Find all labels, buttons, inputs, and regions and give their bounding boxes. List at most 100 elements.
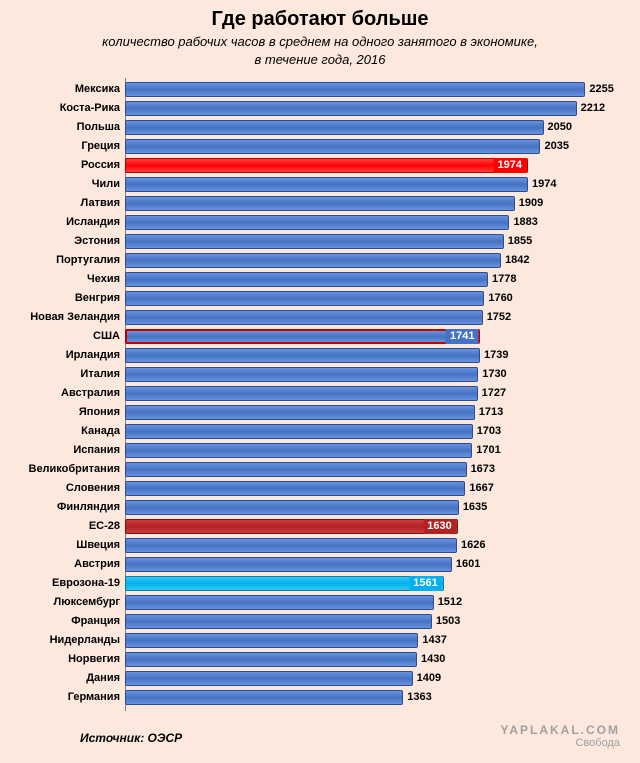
bar-row: Польша 2050 [0, 118, 640, 137]
category-label: Германия [5, 688, 120, 707]
bar [125, 500, 459, 515]
bar-row: Австралия 1727 [0, 384, 640, 403]
category-label: Коста-Рика [5, 99, 120, 118]
bar [125, 291, 484, 306]
bar-row: Италия 1730 [0, 365, 640, 384]
category-label: Норвегия [5, 650, 120, 669]
value-label: 2255 [589, 82, 613, 97]
bar-row: Финляндия1635 [0, 498, 640, 517]
bar [125, 177, 528, 192]
bar [125, 557, 452, 572]
value-label: 1626 [461, 538, 485, 553]
value-label: 2212 [581, 101, 605, 116]
category-label: Греция [5, 137, 120, 156]
bar-row: Нидерланды1437 [0, 631, 640, 650]
value-label: 1503 [436, 614, 460, 629]
category-label: Польша [5, 118, 120, 137]
bar [125, 462, 467, 477]
bar [125, 196, 515, 211]
category-label: Испания [5, 441, 120, 460]
bar [125, 405, 475, 420]
category-label: Дания [5, 669, 120, 688]
bar-row: Япония1713 [0, 403, 640, 422]
category-label: США [5, 327, 120, 346]
category-label: Португалия [5, 251, 120, 270]
bar [125, 253, 501, 268]
category-label: Латвия [5, 194, 120, 213]
value-label: 2035 [544, 139, 568, 154]
watermark-site: YAPLAKAL.COM [500, 724, 620, 737]
bar [125, 481, 465, 496]
value-label: 1778 [492, 272, 516, 287]
bar [125, 348, 480, 363]
bar [125, 519, 458, 534]
chart-subtitle-2: в течение года, 2016 [0, 52, 640, 67]
value-label: 1842 [505, 253, 529, 268]
value-label: 1512 [438, 595, 462, 610]
bar [125, 272, 488, 287]
bar-row: Австрия1601 [0, 555, 640, 574]
category-label: Новая Зеландия [5, 308, 120, 327]
bar [125, 158, 528, 173]
bar [125, 671, 413, 686]
category-label: Швеция [5, 536, 120, 555]
value-label: 1727 [482, 386, 506, 401]
value-label: 1909 [519, 196, 543, 211]
bar-row: Греция 2035 [0, 137, 640, 156]
value-label: 1752 [487, 310, 511, 325]
value-label: 1730 [482, 367, 506, 382]
value-label: 1363 [407, 690, 431, 705]
chart-title: Где работают больше [0, 8, 640, 31]
bar [125, 576, 444, 591]
value-label: 1974 [532, 177, 556, 192]
bar-row: Испания 1701 [0, 441, 640, 460]
bar [125, 234, 504, 249]
value-label: 1430 [421, 652, 445, 667]
category-label: Финляндия [5, 498, 120, 517]
category-label: Нидерланды [5, 631, 120, 650]
value-label: 1713 [479, 405, 503, 420]
value-label: 1701 [476, 443, 500, 458]
value-label: 2050 [548, 120, 572, 135]
bar-row: Латвия 1909 [0, 194, 640, 213]
value-label: 1739 [484, 348, 508, 363]
bar [125, 367, 478, 382]
category-label: Чехия [5, 270, 120, 289]
bar-row: Португалия 1842 [0, 251, 640, 270]
value-label: 1741 [446, 329, 478, 344]
category-label: Венгрия [5, 289, 120, 308]
chart-subtitle-1: количество рабочих часов в среднем на од… [0, 34, 640, 49]
bar [125, 538, 457, 553]
category-label: Франция [5, 612, 120, 631]
value-label: 1667 [469, 481, 493, 496]
category-label: Люксембург [5, 593, 120, 612]
bar [125, 215, 509, 230]
bar-row: Исландия1883 [0, 213, 640, 232]
bar [125, 595, 434, 610]
bar [125, 329, 480, 344]
source-label: Источник: ОЭСР [80, 731, 182, 745]
bar-row: Эстония1855 [0, 232, 640, 251]
value-label: 1883 [513, 215, 537, 230]
category-label: Ирландия [5, 346, 120, 365]
watermark: YAPLAKAL.COM Свобода [500, 724, 620, 749]
value-label: 1561 [409, 576, 441, 591]
category-label: Словения [5, 479, 120, 498]
bar [125, 120, 544, 135]
bar-row: США 1741 [0, 327, 640, 346]
bar [125, 633, 418, 648]
category-label: Австралия [5, 384, 120, 403]
bar-row: ЕС-281630 [0, 517, 640, 536]
bar [125, 386, 478, 401]
value-label: 1760 [488, 291, 512, 306]
category-label: Италия [5, 365, 120, 384]
bar [125, 310, 483, 325]
value-label: 1630 [423, 519, 455, 534]
bar-row: Ирландия 1739 [0, 346, 640, 365]
bar-row: Франция 1503 [0, 612, 640, 631]
bar [125, 614, 432, 629]
watermark-sub: Свобода [500, 737, 620, 749]
bar [125, 424, 473, 439]
category-label: Россия [5, 156, 120, 175]
bar-row: Чехия 1778 [0, 270, 640, 289]
